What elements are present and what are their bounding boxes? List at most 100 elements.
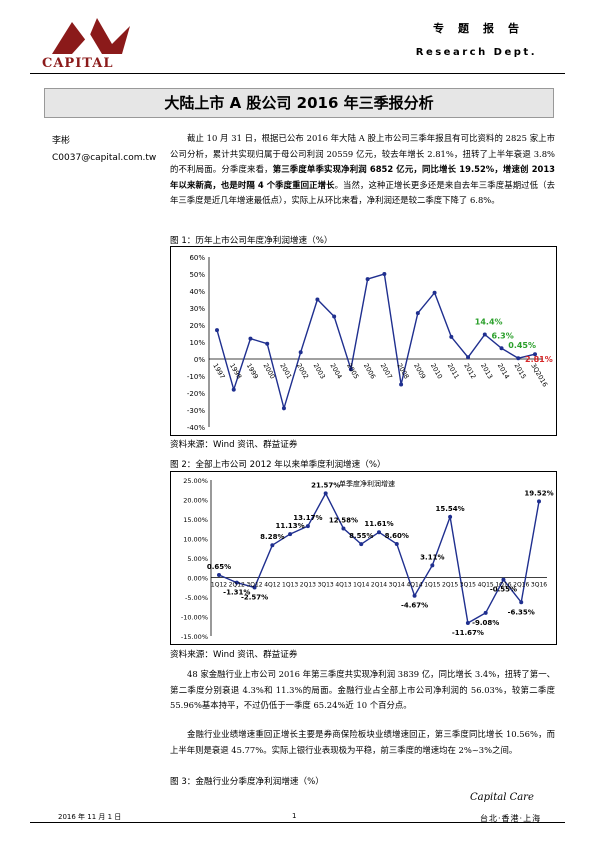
y-tick-label: -15.00% — [181, 633, 208, 641]
x-tick-label: 2015 — [513, 362, 528, 380]
data-label: 19.52% — [524, 489, 553, 497]
y-tick-label: -10% — [187, 373, 205, 381]
x-tick-label: 4Q12 — [264, 582, 280, 589]
x-tick-label: 3Q2016 — [529, 362, 549, 388]
fig1-chart: 60% 50% 40% 30% 20% 10% 0% -10% -20% -30% -40% 1997… — [170, 246, 557, 436]
data-point — [482, 332, 487, 337]
data-point — [483, 610, 488, 615]
header-divider — [30, 73, 565, 74]
data-point — [315, 297, 320, 302]
y-tick-label: -30% — [187, 407, 205, 415]
data-label: 8.60% — [385, 532, 409, 540]
x-tick-label: 2008 — [395, 362, 410, 380]
data-label: 0.45% — [508, 341, 536, 350]
y-tick-label: 10% — [189, 339, 205, 347]
intro-text-1: 截止 10 月 31 日，根据已公布 2016 年大陆 A 股上市公司三季年报且… — [170, 133, 555, 174]
data-point — [377, 530, 381, 535]
data-point — [399, 382, 404, 387]
x-tick-label: 4Q14 — [406, 582, 422, 589]
data-label: 15.54% — [436, 505, 465, 513]
data-label: -9.08% — [472, 619, 499, 627]
intro-text-2: 。当然，这种正增长更多还是来自去年三季度基期过低（去年三季度是近几年增速最低点）… — [170, 179, 555, 206]
footer-brand: Capital Care — [470, 792, 534, 803]
finance-text-2: 金融行业业绩增速重回正增长主要是券商保险板块业绩增速回正，第三季度同比增长 10… — [170, 729, 555, 755]
x-tick-label: 2004 — [328, 362, 343, 380]
x-tick-label: 2012 — [462, 362, 477, 380]
data-point — [332, 314, 337, 319]
eagle-icon — [52, 18, 130, 54]
x-tick-label: 1999 — [245, 362, 260, 380]
x-tick-label: 2010 — [429, 362, 444, 380]
y-tick-label: 20% — [189, 322, 205, 330]
fig2-label: 图 2：全部上市公司 2012 年以来单季度利润增速（%） — [170, 460, 386, 470]
data-label: 21.57% — [311, 481, 340, 489]
data-point — [348, 367, 353, 372]
y-tick-label: 40% — [189, 288, 205, 296]
report-type-label: 专题报告 — [433, 22, 533, 35]
fig2-chart: 25.00% 20.00% 15.00% 10.00% 5.00% 0.00% -5.00%… — [170, 471, 557, 645]
author-name: 李彬 — [52, 136, 71, 146]
data-label: -6.35% — [508, 608, 535, 616]
data-point — [323, 491, 328, 496]
data-point — [516, 356, 521, 361]
x-tick-label: 2014 — [496, 362, 511, 380]
x-tick-label: 2001 — [278, 362, 293, 380]
footer-date: 2016 年 11 月 1 日 — [58, 813, 122, 821]
data-point — [248, 336, 253, 341]
x-tick-label: 4Q15 — [478, 582, 494, 589]
data-point — [382, 272, 387, 276]
x-tick-label: 3Q16 — [531, 582, 547, 589]
x-tick-label: 4Q13 — [335, 582, 351, 589]
data-point — [305, 524, 310, 529]
data-point — [449, 334, 454, 339]
data-label: -4.67% — [401, 602, 428, 610]
series-line — [218, 491, 540, 625]
intro-bold: 第三季度单季实现净利润 6852 亿元，同比增长 19.52%，增速创 2013… — [170, 164, 555, 190]
fig2-source: 资料来源：Wind 资讯、群益证券 — [170, 650, 298, 660]
finance-text-1: 48 家金融行业上市公司 2016 年第三季度共实现净利润 3839 亿，同比增… — [170, 669, 555, 710]
data-label: 3.11% — [420, 553, 444, 561]
data-point — [217, 572, 221, 577]
x-tick-label: 2013 — [479, 362, 494, 380]
data-label: 13.17% — [293, 514, 322, 522]
y-tick-label: -10.00% — [181, 614, 208, 622]
page-number: 1 — [292, 812, 297, 820]
x-tick-label: 1Q12 — [211, 582, 227, 589]
x-tick-label: 1997 — [211, 362, 226, 380]
x-tick-label: 3Q14 — [389, 582, 405, 589]
data-point — [415, 311, 420, 316]
y-tick-label: 0% — [194, 356, 205, 364]
x-tick-label: 3Q12 — [246, 582, 262, 589]
data-point — [215, 328, 219, 333]
data-point — [412, 593, 417, 598]
data-point — [537, 499, 541, 504]
data-point — [252, 585, 257, 590]
data-label: 8.55% — [349, 532, 373, 540]
data-label: 11.61% — [364, 520, 393, 528]
data-label: -1.31% — [223, 589, 250, 597]
dept-label: Research Dept. — [415, 47, 537, 58]
x-tick-label: 2006 — [362, 362, 377, 380]
x-tick-label: 2Q12 — [229, 582, 245, 589]
data-point — [432, 290, 437, 295]
y-tick-label: 30% — [189, 305, 205, 313]
x-tick-label: 1Q14 — [353, 582, 369, 589]
capital-logo — [42, 14, 142, 74]
data-point — [231, 387, 236, 392]
data-point — [234, 580, 239, 585]
y-tick-label: 0.00% — [187, 575, 208, 583]
data-label: 14.4% — [475, 318, 503, 327]
x-tick-label: 2011 — [446, 362, 461, 380]
x-tick-label: 2003 — [312, 362, 327, 380]
data-label: 8.28% — [260, 533, 284, 541]
data-point — [298, 350, 303, 355]
data-point — [394, 541, 399, 546]
intro-paragraph: 截止 10 月 31 日，根据已公布 2016 年大陆 A 股上市公司三季年报且… — [170, 131, 555, 209]
y-tick-label: 50% — [189, 271, 205, 279]
author-email[interactable]: C0037@capital.com.tw — [52, 153, 157, 163]
footer-cities: 台北·香港·上海 — [480, 814, 542, 823]
data-point — [365, 277, 370, 282]
fig1-label: 图 1：历年上市公司年度净利润增速（%） — [170, 236, 333, 246]
legend-label: 单季度净利润增速 — [339, 479, 395, 488]
x-tick-label: 2009 — [412, 362, 427, 380]
